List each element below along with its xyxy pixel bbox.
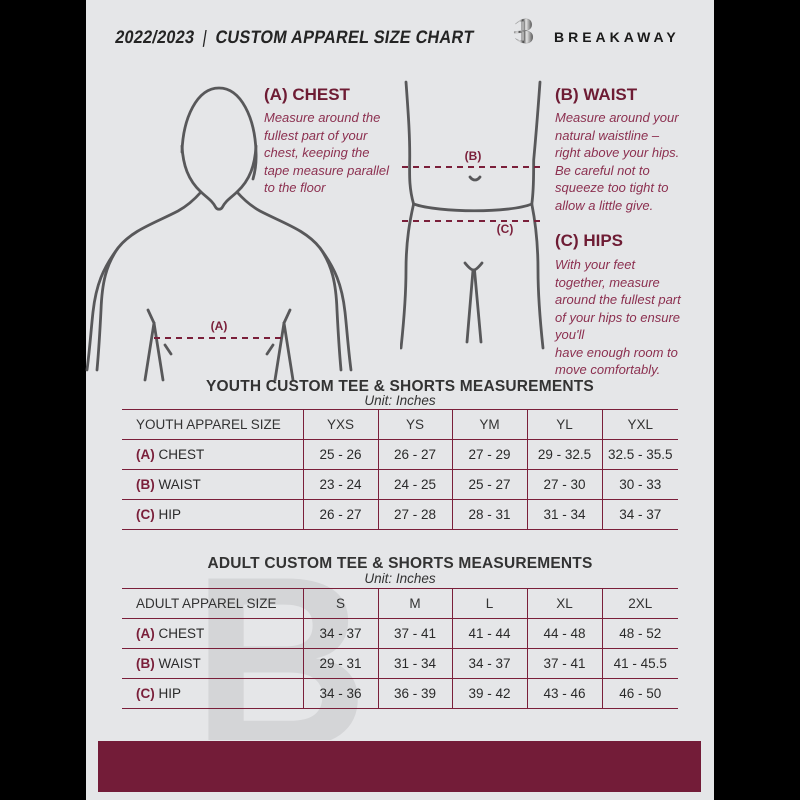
svg-text:(A): (A) xyxy=(211,319,228,333)
svg-text:(B): (B) xyxy=(465,149,482,163)
svg-text:(C): (C) xyxy=(497,222,514,236)
